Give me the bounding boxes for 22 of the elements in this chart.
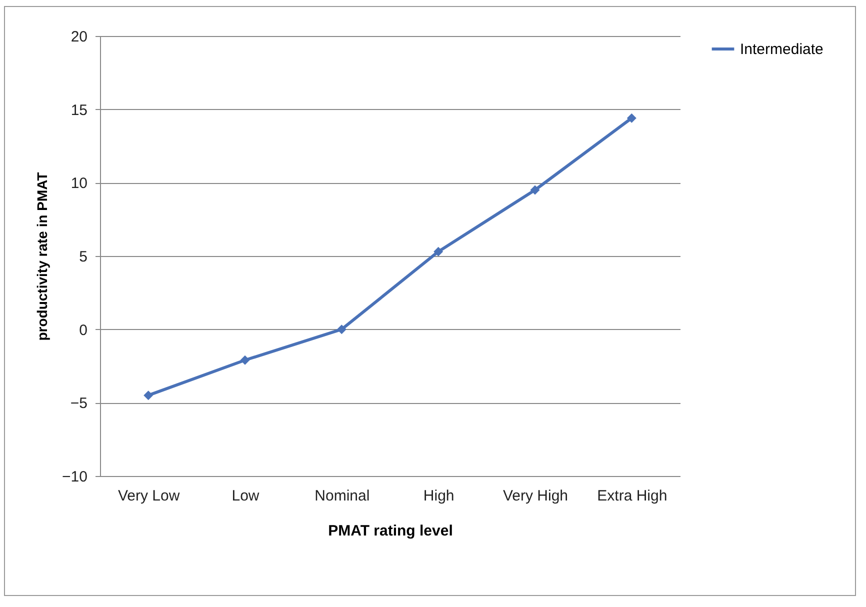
y-tick-label: −10 [62, 468, 88, 486]
point [336, 324, 346, 334]
y-tick-label: −5 [70, 395, 88, 412]
legend-label: Intermediate [740, 41, 824, 58]
x-tick-label: Extra High [597, 488, 668, 504]
point [626, 113, 636, 123]
point [434, 246, 444, 256]
point [240, 355, 250, 365]
y-tick-label: 20 [70, 28, 88, 46]
y-tick-label: 0 [79, 322, 88, 339]
y-tick-label: 15 [70, 102, 88, 119]
y-tick-label: 10 [70, 175, 88, 192]
x-axis-title: PMAT rating level [328, 522, 453, 540]
x-tick-label: Very High [502, 488, 568, 504]
point [144, 390, 154, 400]
x-tick-label: Very Low [118, 488, 180, 504]
x-tick-label: Nominal [314, 488, 370, 504]
point [530, 185, 540, 195]
y-tick-label: 5 [79, 248, 88, 266]
y-axis-title: productivity rate in PMAT [34, 172, 50, 341]
x-tick-label: High [423, 488, 454, 504]
x-tick-label: Low [232, 488, 260, 504]
